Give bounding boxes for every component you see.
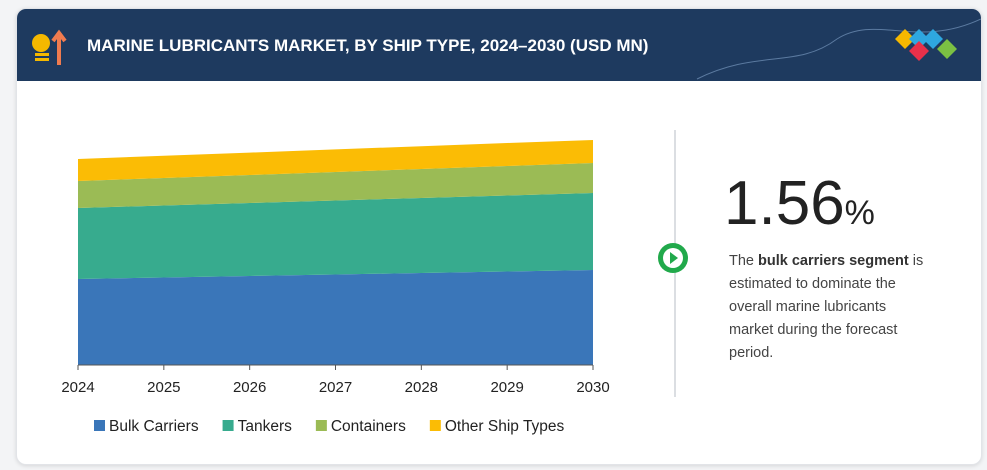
coin-stack [35, 58, 49, 61]
coin-icon [32, 34, 50, 52]
legend-swatch [94, 420, 105, 431]
logo-diamond [909, 29, 929, 49]
legend-swatch [429, 420, 441, 431]
area [78, 193, 593, 279]
area [78, 270, 593, 365]
title: MARINE LUBRICANTS MARKET, BY SHIP TYPE, … [87, 36, 649, 55]
legend-label: Tankers [238, 418, 293, 435]
highlight-unit: % [844, 194, 875, 232]
logo-diamond [923, 29, 943, 49]
play-arrow [670, 252, 678, 264]
legend-label: Other Ship Types [445, 418, 565, 435]
x-tick-label: 2026 [233, 379, 266, 396]
description-text: The [729, 253, 759, 269]
x-tick-label: 2030 [576, 379, 609, 396]
description-text: is estimated to dominate the overall mar… [729, 253, 924, 361]
x-tick-label: 2029 [490, 379, 523, 396]
decor-line [696, 18, 981, 80]
logo-diamond [909, 41, 929, 61]
legend-label: Bulk Carriers [109, 418, 199, 435]
logo-diamond [937, 39, 957, 59]
arrow-icon [51, 29, 67, 65]
x-tick-label: 2024 [61, 379, 94, 396]
highlight-value: 1.56 [724, 169, 845, 238]
description: The bulk carriers segment is estimated t… [729, 250, 929, 365]
header-art [32, 18, 981, 80]
area [78, 140, 593, 181]
logo-diamond [895, 29, 915, 49]
area [78, 163, 593, 208]
x-tick-label: 2025 [147, 379, 180, 396]
highlight-number: 1.56% [724, 168, 875, 239]
description-bold: bulk carriers segment [758, 253, 909, 269]
coin-stack [35, 53, 49, 56]
legend-swatch [222, 420, 234, 431]
header: MARINE LUBRICANTS MARKET, BY SHIP TYPE, … [17, 9, 981, 81]
x-tick-label: 2028 [405, 379, 438, 396]
legend-swatch [315, 420, 327, 431]
x-tick-label: 2027 [319, 379, 352, 396]
legend-label: Containers [331, 418, 406, 435]
